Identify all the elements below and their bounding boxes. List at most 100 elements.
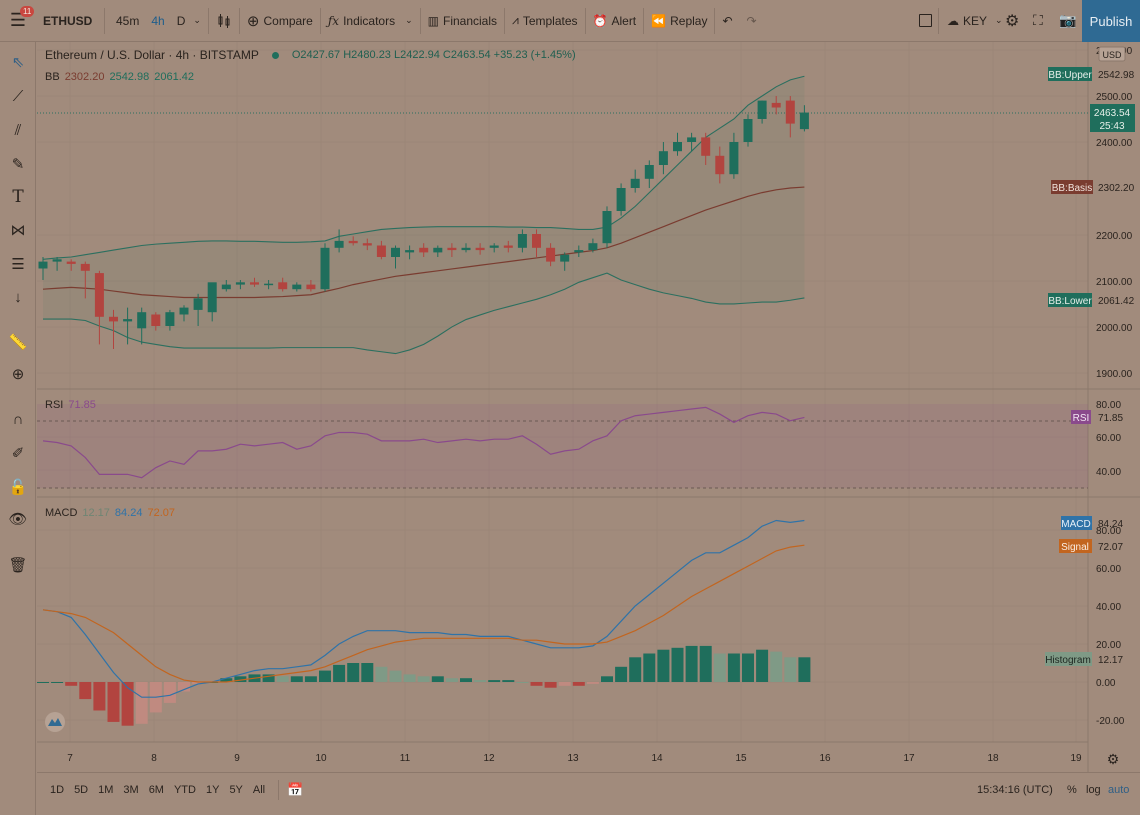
fullscreen-button[interactable]: ⛶ bbox=[1026, 0, 1050, 42]
chevron-down-icon[interactable]: ⌄ bbox=[193, 15, 201, 25]
magnet-tool[interactable]: ∩ bbox=[0, 404, 36, 434]
redo-button[interactable]: ↷ bbox=[740, 0, 764, 42]
range-1y[interactable]: 1Y bbox=[205, 784, 220, 796]
calendar-goto-icon[interactable]: 📅 bbox=[287, 782, 304, 797]
candle-body[interactable] bbox=[447, 247, 457, 251]
symbol-search[interactable]: ETHUSD bbox=[43, 13, 93, 28]
financials-button[interactable]: ▥ Financials bbox=[421, 0, 504, 42]
percent-toggle[interactable]: % bbox=[1067, 784, 1077, 796]
bb-legend[interactable]: BB 2302.20 2542.98 2061.42 bbox=[45, 71, 194, 83]
tradingview-logo-icon[interactable] bbox=[45, 712, 65, 732]
range-6m[interactable]: 6M bbox=[148, 784, 164, 796]
cloud-layout-button[interactable]: ☁ KEY ⌄ bbox=[940, 0, 1010, 42]
candle-body[interactable] bbox=[376, 245, 386, 258]
chart-canvas[interactable]: 2600.002500.002400.002200.002100.002000.… bbox=[37, 42, 1140, 772]
candle-body[interactable] bbox=[221, 284, 231, 290]
currency-badge[interactable] bbox=[1098, 46, 1126, 62]
candle-body[interactable] bbox=[560, 254, 570, 262]
auto-toggle[interactable]: auto bbox=[1108, 784, 1130, 796]
candle-body[interactable] bbox=[391, 247, 400, 257]
candle-body[interactable] bbox=[151, 314, 161, 327]
candle-body[interactable] bbox=[574, 250, 584, 253]
cursor-tool[interactable]: ⇖ bbox=[0, 47, 36, 77]
range-3m[interactable]: 3M bbox=[123, 784, 139, 796]
range-ytd[interactable]: YTD bbox=[173, 784, 196, 796]
rsi-legend[interactable]: RSI 71.85 bbox=[45, 399, 96, 411]
candle-body[interactable] bbox=[334, 240, 344, 248]
candle-body[interactable] bbox=[616, 188, 626, 211]
brush-tool[interactable]: ✎ bbox=[0, 149, 36, 179]
candle-body[interactable] bbox=[644, 165, 654, 179]
clock-time[interactable]: 15:34:16 (UTC) bbox=[977, 784, 1053, 796]
candlestick-series[interactable] bbox=[38, 96, 809, 349]
range-5d[interactable]: 5D bbox=[74, 784, 89, 796]
candle-body[interactable] bbox=[123, 319, 133, 322]
text-tool[interactable]: T bbox=[0, 182, 36, 212]
compare-button[interactable]: ⊕ Compare bbox=[240, 0, 320, 42]
candle-body[interactable] bbox=[109, 316, 118, 322]
hide-tool[interactable]: 👁 bbox=[0, 504, 36, 534]
candle-body[interactable] bbox=[799, 112, 809, 130]
candle-body[interactable] bbox=[52, 259, 62, 262]
layout-button[interactable] bbox=[912, 0, 939, 42]
candle-body[interactable] bbox=[489, 245, 499, 248]
candle-body[interactable] bbox=[461, 247, 471, 251]
candle-body[interactable] bbox=[137, 312, 147, 329]
zoom-tool[interactable]: ⊕ bbox=[0, 359, 36, 389]
candle-body[interactable] bbox=[207, 282, 217, 313]
undo-button[interactable]: ↶ bbox=[715, 0, 739, 42]
candle-body[interactable] bbox=[433, 247, 443, 253]
measure-tool[interactable]: 📏 bbox=[0, 327, 36, 357]
candle-body[interactable] bbox=[658, 151, 668, 165]
candle-body[interactable] bbox=[320, 247, 330, 290]
replay-button[interactable]: ⏪ Replay bbox=[644, 0, 714, 42]
lock-tool[interactable]: 🔓 bbox=[0, 472, 36, 502]
candle-body[interactable] bbox=[687, 137, 697, 142]
candle-body[interactable] bbox=[94, 273, 104, 317]
log-toggle[interactable]: log bbox=[1086, 784, 1101, 796]
candle-body[interactable] bbox=[517, 234, 527, 248]
chart-area[interactable]: 2600.002500.002400.002200.002100.002000.… bbox=[37, 42, 1140, 772]
candle-body[interactable] bbox=[250, 282, 259, 285]
stay-drawing-tool[interactable]: ✐ bbox=[0, 438, 36, 468]
candle-body[interactable] bbox=[362, 243, 372, 246]
indicators-button[interactable]: ƒx Indicators ⌄ bbox=[321, 0, 420, 42]
candle-body[interactable] bbox=[503, 245, 513, 248]
candle-body[interactable] bbox=[38, 261, 48, 269]
interval-45m[interactable]: 45m bbox=[116, 13, 140, 28]
templates-button[interactable]: ⩘ Templates bbox=[505, 0, 584, 42]
candle-body[interactable] bbox=[475, 247, 485, 251]
candle-body[interactable] bbox=[743, 119, 753, 142]
candle-body[interactable] bbox=[348, 240, 358, 244]
candle-body[interactable] bbox=[292, 284, 302, 290]
candle-body[interactable] bbox=[405, 250, 415, 253]
symbol-title[interactable]: Ethereum / U.S. Dollar · 4h · BITSTAMP bbox=[45, 48, 259, 62]
price-axis[interactable]: 2600.002500.002400.002200.002100.002000.… bbox=[1096, 46, 1133, 727]
candle-body[interactable] bbox=[306, 284, 316, 290]
interval-d[interactable]: D bbox=[176, 13, 186, 28]
candle-body[interactable] bbox=[80, 263, 90, 271]
candle-body[interactable] bbox=[546, 247, 556, 262]
candle-body[interactable] bbox=[630, 178, 640, 188]
pattern-tool[interactable]: ⋈ bbox=[0, 215, 36, 245]
candle-body[interactable] bbox=[193, 298, 203, 310]
candle-body[interactable] bbox=[264, 283, 274, 286]
candle-body[interactable] bbox=[419, 247, 429, 253]
settings-button[interactable]: ⚙ bbox=[998, 0, 1026, 42]
range-5y[interactable]: 5Y bbox=[229, 784, 243, 796]
menu-button[interactable]: ☰ 11 bbox=[0, 0, 36, 42]
candle-body[interactable] bbox=[602, 211, 612, 244]
candle-body[interactable] bbox=[673, 142, 682, 152]
candle-body[interactable] bbox=[715, 155, 725, 175]
candle-body[interactable] bbox=[771, 102, 781, 108]
alert-button[interactable]: ⏰ Alert bbox=[586, 0, 644, 42]
trendline-tool[interactable]: ⟋ bbox=[0, 81, 36, 111]
range-all[interactable]: All bbox=[252, 784, 266, 796]
delete-tool[interactable]: 🗑 bbox=[0, 550, 36, 580]
candle-body[interactable] bbox=[757, 100, 767, 119]
candle-body[interactable] bbox=[66, 261, 76, 264]
more-tools[interactable]: ↓ bbox=[0, 282, 36, 312]
fib-tool[interactable]: ⫽ bbox=[0, 115, 36, 145]
time-axis[interactable]: 7 8 9 10 11 12 13 14 15 16 17 18 19 bbox=[67, 753, 1082, 764]
candle-body[interactable] bbox=[165, 312, 175, 326]
